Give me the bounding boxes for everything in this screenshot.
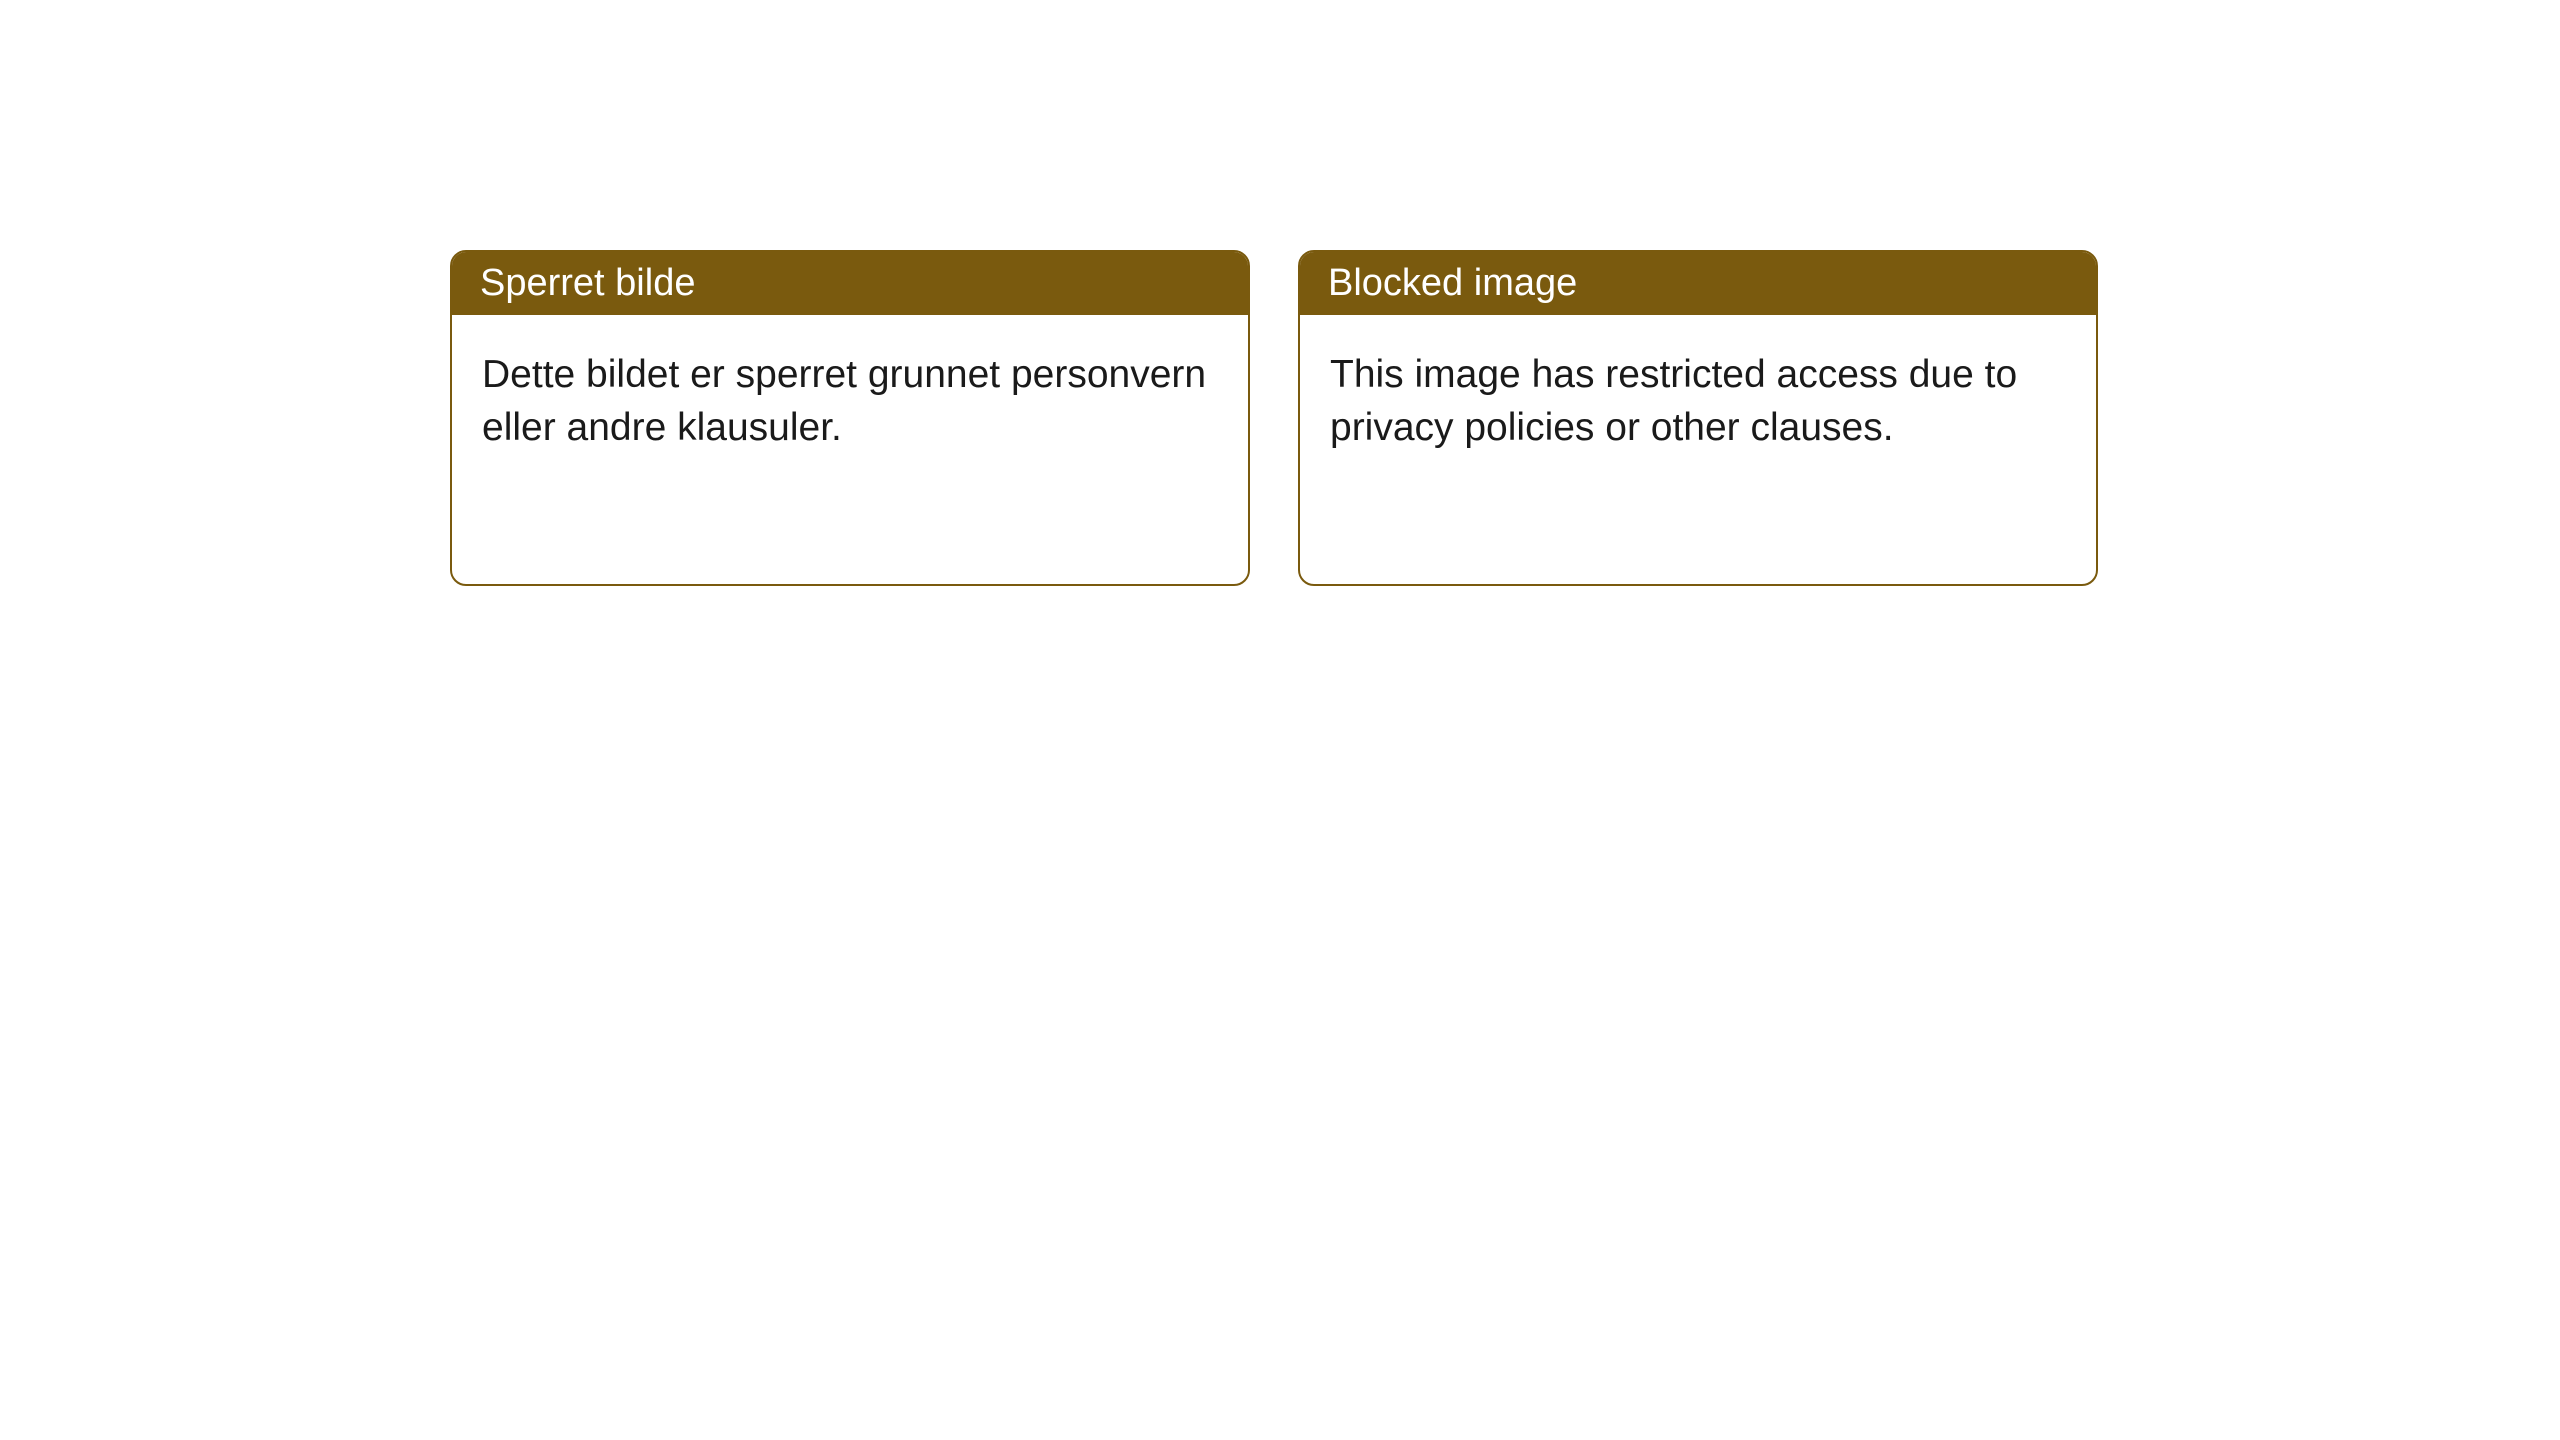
notice-card-en: Blocked image This image has restricted …	[1298, 250, 2098, 586]
notice-card-body-en: This image has restricted access due to …	[1300, 315, 2096, 488]
notice-card-header-nb: Sperret bilde	[452, 252, 1248, 315]
notice-card-header-en: Blocked image	[1300, 252, 2096, 315]
notice-card-body-nb: Dette bildet er sperret grunnet personve…	[452, 315, 1248, 488]
notice-card-container: Sperret bilde Dette bildet er sperret gr…	[0, 0, 2560, 586]
notice-card-nb: Sperret bilde Dette bildet er sperret gr…	[450, 250, 1250, 586]
